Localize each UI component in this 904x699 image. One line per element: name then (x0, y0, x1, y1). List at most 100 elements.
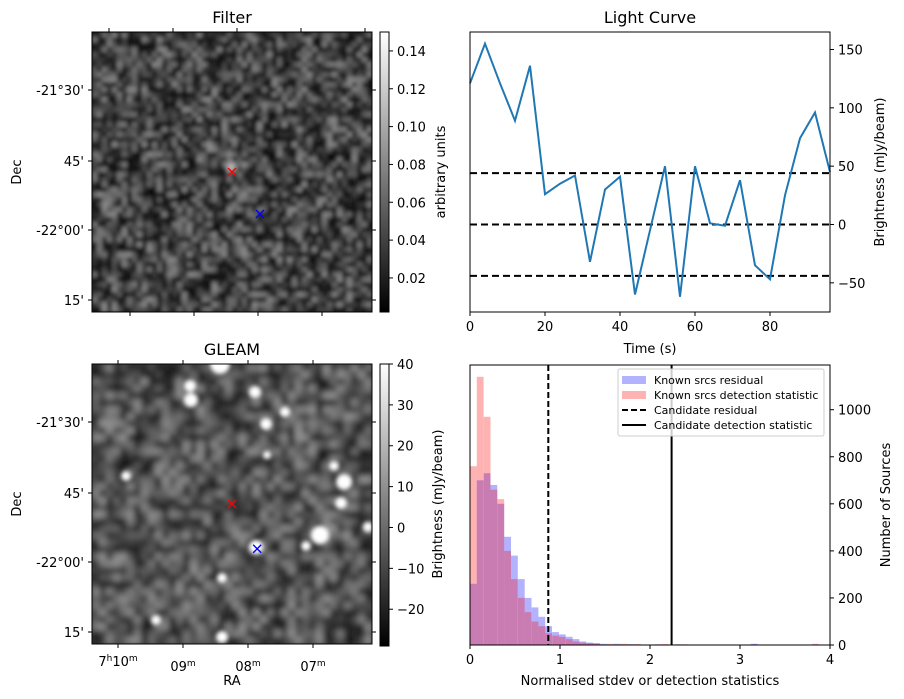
image-pixel (218, 441, 226, 449)
image-pixel (192, 282, 198, 288)
image-pixel (227, 227, 233, 233)
image-pixel (312, 97, 318, 103)
image-pixel (127, 262, 133, 268)
image-pixel (97, 247, 103, 253)
image-pixel (106, 490, 114, 498)
image-pixel (92, 102, 98, 108)
image-pixel (162, 162, 168, 168)
image-pixel (182, 247, 188, 253)
image-pixel (217, 37, 223, 43)
image-pixel (237, 137, 243, 143)
image-pixel (127, 197, 133, 203)
image-pixel (204, 539, 212, 547)
image-pixel (232, 132, 238, 138)
image-pixel (127, 392, 135, 400)
image-pixel (267, 441, 275, 449)
image-pixel (253, 623, 261, 631)
image-pixel (352, 162, 358, 168)
image-pixel (102, 177, 108, 183)
image-pixel (253, 462, 261, 470)
image-pixel (148, 595, 156, 603)
image-pixel (107, 42, 113, 48)
image-pixel (141, 392, 149, 400)
image-pixel (192, 102, 198, 108)
image-pixel (172, 117, 178, 123)
image-pixel (227, 82, 233, 88)
image-pixel (142, 67, 148, 73)
image-pixel (117, 32, 123, 38)
image-pixel (148, 434, 156, 442)
image-pixel (152, 47, 158, 53)
image-pixel (237, 232, 243, 238)
image-pixel (246, 497, 254, 505)
image-pixel (287, 152, 293, 158)
image-pixel (302, 588, 310, 596)
image-pixel (127, 142, 133, 148)
image-pixel (141, 518, 149, 526)
image-pixel (92, 392, 100, 400)
image-pixel (247, 192, 253, 198)
image-pixel (344, 455, 352, 463)
image-pixel (277, 232, 283, 238)
image-pixel (332, 132, 338, 138)
image-pixel (247, 157, 253, 163)
image-pixel (267, 62, 273, 68)
image-pixel (134, 630, 142, 638)
image-pixel (106, 539, 114, 547)
image-pixel (277, 197, 283, 203)
image-pixel (277, 72, 283, 78)
image-pixel (316, 511, 324, 519)
image-pixel (239, 546, 247, 554)
image-pixel (102, 207, 108, 213)
image-pixel (137, 237, 143, 243)
image-pixel (272, 252, 278, 258)
image-pixel (204, 567, 212, 575)
image-pixel (155, 511, 163, 519)
image-pixel (297, 137, 303, 143)
image-pixel (342, 202, 348, 208)
image-pixel (162, 277, 168, 283)
image-pixel (112, 272, 118, 278)
image-pixel (117, 302, 123, 308)
image-pixel (322, 237, 328, 243)
image-pixel (147, 217, 153, 223)
image-pixel (232, 232, 238, 238)
image-pixel (312, 227, 318, 233)
image-pixel (107, 222, 113, 228)
image-pixel (242, 222, 248, 228)
image-pixel (187, 42, 193, 48)
image-pixel (137, 32, 143, 38)
image-pixel (197, 469, 205, 477)
image-pixel (332, 257, 338, 263)
image-pixel (267, 546, 275, 554)
image-pixel (207, 207, 213, 213)
image-pixel (225, 420, 233, 428)
image-pixel (222, 247, 228, 253)
image-pixel (157, 207, 163, 213)
image-pixel (282, 52, 288, 58)
image-pixel (309, 364, 317, 372)
image-pixel (155, 448, 163, 456)
image-pixel (134, 392, 142, 400)
image-pixel (155, 441, 163, 449)
image-pixel (113, 546, 121, 554)
image-pixel (330, 490, 338, 498)
image-pixel (287, 97, 293, 103)
image-pixel (344, 504, 352, 512)
image-pixel (204, 469, 212, 477)
image-pixel (97, 67, 103, 73)
image-pixel (155, 504, 163, 512)
image-pixel (134, 497, 142, 505)
image-pixel (155, 525, 163, 533)
image-pixel (332, 127, 338, 133)
image-pixel (127, 476, 135, 484)
image-pixel (92, 609, 100, 617)
image-pixel (247, 57, 253, 63)
image-pixel (357, 292, 363, 298)
image-pixel (192, 232, 198, 238)
detection-bar (572, 641, 580, 645)
image-pixel (332, 92, 338, 98)
image-pixel (257, 67, 263, 73)
image-pixel (246, 518, 254, 526)
image-pixel (312, 62, 318, 68)
